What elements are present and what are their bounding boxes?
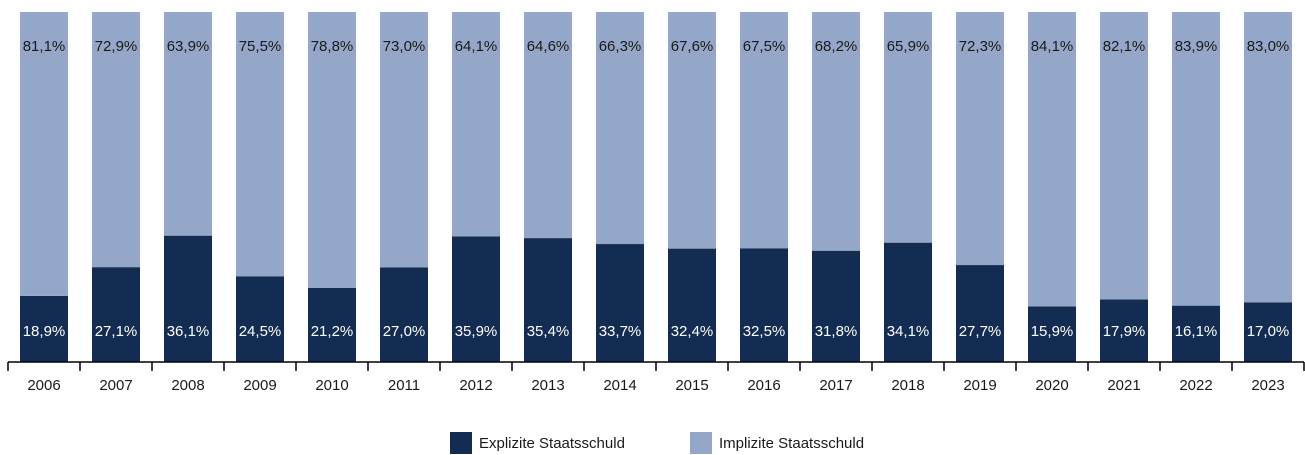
value-label: 84,1%	[1031, 38, 1074, 55]
bar-segment	[380, 267, 428, 362]
bar-segment	[92, 267, 140, 362]
value-label: 73,0%	[383, 38, 426, 55]
x-tick-label: 2020	[1035, 377, 1068, 394]
value-label: 17,0%	[1247, 323, 1290, 340]
value-label: 82,1%	[1103, 38, 1146, 55]
bar-segment	[884, 242, 932, 362]
legend-label: Implizite Staatsschuld	[719, 435, 864, 452]
bar-segment	[956, 265, 1004, 362]
bar-segment	[596, 244, 644, 362]
bar-segment	[668, 248, 716, 362]
value-label: 75,5%	[239, 38, 282, 55]
value-label: 72,3%	[959, 38, 1002, 55]
legend-label: Explizite Staatsschuld	[479, 435, 625, 452]
x-tick-label: 2016	[747, 377, 780, 394]
bar-segment	[1028, 12, 1076, 307]
value-label: 35,4%	[527, 323, 570, 340]
x-tick-label: 2007	[99, 377, 132, 394]
bar-segment	[524, 12, 572, 239]
value-label: 81,1%	[23, 38, 66, 55]
value-label: 83,0%	[1247, 38, 1290, 55]
x-tick-label: 2013	[531, 377, 564, 394]
x-tick-label: 2006	[27, 377, 60, 394]
value-label: 35,9%	[455, 323, 498, 340]
value-label: 27,0%	[383, 323, 426, 340]
x-tick-label: 2015	[675, 377, 708, 394]
bar-segment	[740, 12, 788, 249]
value-label: 67,5%	[743, 38, 786, 55]
value-label: 78,8%	[311, 38, 354, 55]
value-label: 66,3%	[599, 38, 642, 55]
bar-segment	[308, 287, 356, 362]
bar-segment	[956, 12, 1004, 266]
x-tick-label: 2017	[819, 377, 852, 394]
bar-segment	[524, 238, 572, 362]
x-tick-label: 2019	[963, 377, 996, 394]
value-label: 33,7%	[599, 323, 642, 340]
value-label: 21,2%	[311, 323, 354, 340]
value-label: 63,9%	[167, 38, 210, 55]
bar-segment	[1100, 12, 1148, 300]
value-label: 24,5%	[239, 323, 282, 340]
bar-segment	[1100, 299, 1148, 362]
bar-segment	[1244, 12, 1292, 303]
bar-segment	[812, 12, 860, 251]
bar-segment	[380, 12, 428, 268]
bar-segment	[1028, 306, 1076, 362]
x-tick-label: 2022	[1179, 377, 1212, 394]
value-label: 65,9%	[887, 38, 930, 55]
value-label: 32,5%	[743, 323, 786, 340]
value-label: 27,1%	[95, 323, 138, 340]
bar-segment	[236, 276, 284, 362]
x-tick-label: 2009	[243, 377, 276, 394]
x-tick-label: 2011	[388, 377, 420, 394]
bar-segment	[1172, 12, 1220, 306]
x-tick-label: 2012	[459, 377, 492, 394]
value-label: 64,6%	[527, 38, 570, 55]
value-label: 17,9%	[1103, 323, 1146, 340]
value-label: 16,1%	[1175, 323, 1218, 340]
value-label: 15,9%	[1031, 323, 1074, 340]
x-tick-label: 2023	[1251, 377, 1284, 394]
value-label: 36,1%	[167, 323, 210, 340]
bar-segment	[596, 12, 644, 245]
bar-segment	[740, 248, 788, 362]
bar-segment	[668, 12, 716, 249]
value-label: 32,4%	[671, 323, 714, 340]
value-label: 64,1%	[455, 38, 498, 55]
x-tick-label: 2008	[171, 377, 204, 394]
legend-swatch	[450, 432, 472, 454]
bar-segment	[1172, 305, 1220, 362]
value-label: 68,2%	[815, 38, 858, 55]
value-label: 34,1%	[887, 323, 930, 340]
bar-segment	[884, 12, 932, 243]
value-label: 67,6%	[671, 38, 714, 55]
bar-segment	[452, 12, 500, 237]
value-label: 27,7%	[959, 323, 1002, 340]
bar-segment	[20, 295, 68, 362]
bar-segment	[236, 12, 284, 277]
bar-segment	[452, 236, 500, 362]
value-label: 31,8%	[815, 323, 858, 340]
bar-segment	[1244, 302, 1292, 362]
bar-segment	[164, 235, 212, 362]
legend-swatch	[690, 432, 712, 454]
bar-segment	[92, 12, 140, 268]
value-label: 18,9%	[23, 323, 66, 340]
value-label: 83,9%	[1175, 38, 1218, 55]
bar-segment	[164, 12, 212, 236]
bar-segment	[812, 250, 860, 362]
bar-segment	[308, 12, 356, 288]
x-tick-label: 2018	[891, 377, 924, 394]
x-tick-label: 2010	[315, 377, 348, 394]
x-tick-label: 2021	[1107, 377, 1140, 394]
bar-segment	[20, 12, 68, 296]
value-label: 72,9%	[95, 38, 138, 55]
x-tick-label: 2014	[603, 377, 636, 394]
